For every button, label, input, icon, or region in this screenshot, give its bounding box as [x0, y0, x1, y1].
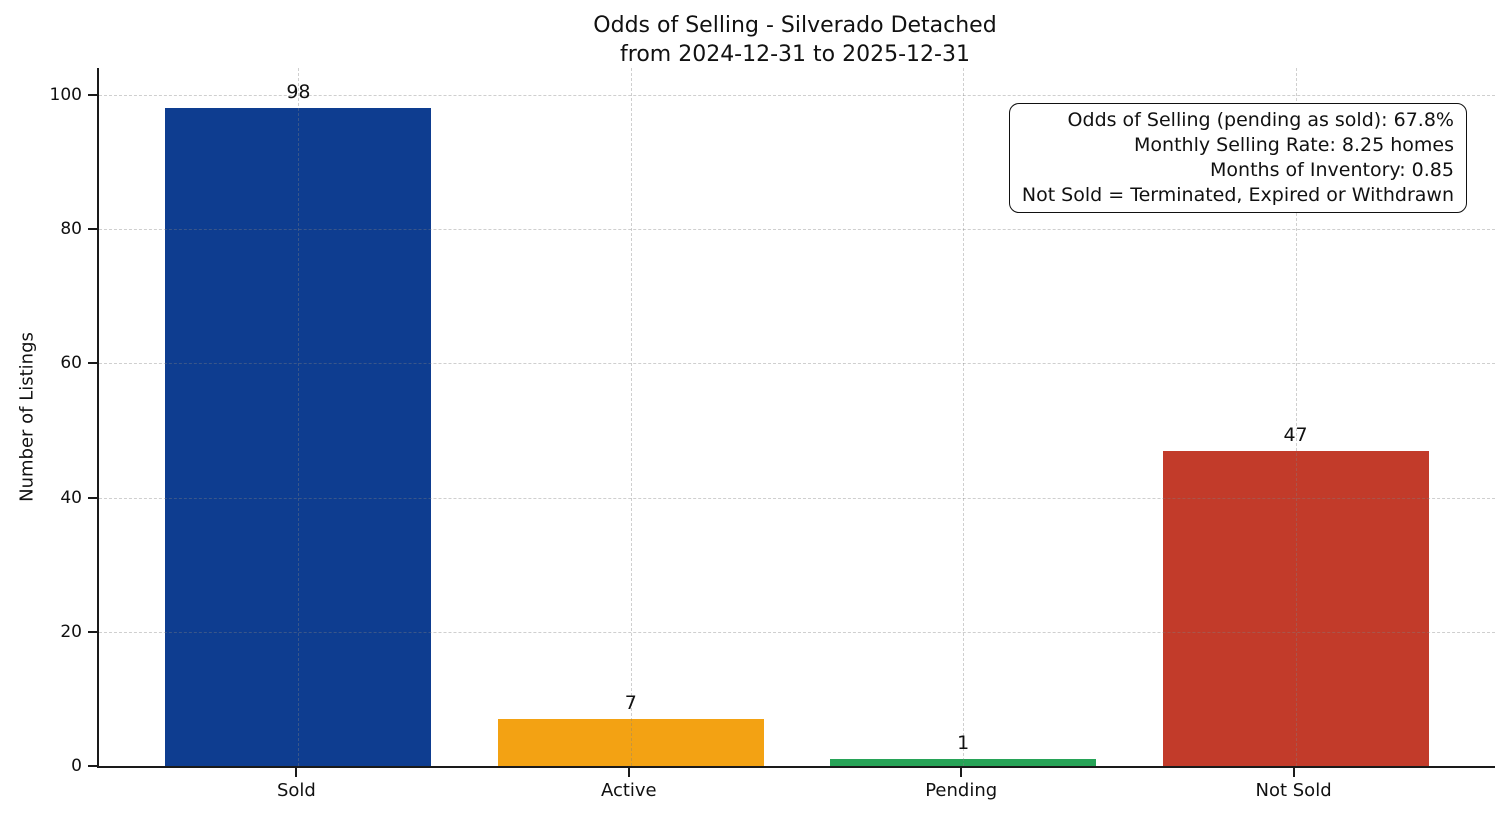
gridline-horizontal-20	[99, 631, 1495, 633]
y-tick-mark-20	[88, 630, 97, 633]
y-tick-label-40: 40	[60, 487, 82, 508]
gridline-horizontal-80	[99, 229, 1495, 231]
annotation-line-4: Not Sold = Terminated, Expired or Withdr…	[1021, 184, 1454, 206]
gridline-vertical-pending	[963, 68, 965, 766]
gridline-vertical-sold	[298, 68, 300, 766]
y-tick-label-20: 20	[60, 621, 82, 642]
x-tick-label-not-sold: Not Sold	[1255, 780, 1332, 801]
annotation-line-1: Odds of Selling (pending as sold): 67.8%	[1067, 109, 1454, 131]
y-tick-mark-60	[88, 362, 97, 365]
bar-value-active: 7	[624, 692, 637, 715]
bar-sold	[165, 108, 432, 766]
stats-annotation-box: Odds of Selling (pending as sold): 67.8%…	[1008, 103, 1467, 213]
y-tick-label-80: 80	[60, 219, 82, 240]
x-tick-mark-active	[627, 768, 630, 777]
bar-not-sold	[1162, 450, 1429, 766]
annotation-line-2: Monthly Selling Rate: 8.25 homes	[1134, 134, 1454, 156]
x-tick-mark-sold	[295, 768, 298, 777]
gridline-horizontal-40	[99, 497, 1495, 499]
plot-area: 98 7 1 47	[97, 68, 1495, 768]
bar-pending	[830, 759, 1097, 766]
annotation-line-3: Months of Inventory: 0.85	[1210, 159, 1454, 181]
y-tick-label-60: 60	[60, 353, 82, 374]
bar-value-sold: 98	[286, 81, 311, 104]
chart-title-line2: from 2024-12-31 to 2025-12-31	[620, 42, 970, 67]
bar-active	[497, 719, 764, 766]
x-tick-label-active: Active	[600, 780, 657, 801]
y-tick-mark-80	[88, 228, 97, 231]
y-tick-label-100: 100	[49, 85, 82, 105]
gridline-vertical-not-sold	[1295, 68, 1297, 766]
bar-value-pending: 1	[957, 732, 970, 755]
x-tick-label-pending: Pending	[925, 780, 998, 801]
chart-title-line1: Odds of Selling - Silverado Detached	[593, 13, 997, 38]
gridline-horizontal-100	[99, 95, 1495, 96]
chart-title: Odds of Selling - Silverado Detached fro…	[593, 11, 996, 69]
x-tick-label-sold: Sold	[276, 780, 316, 801]
y-tick-mark-40	[88, 496, 97, 499]
y-tick-mark-0	[88, 765, 97, 767]
gridline-horizontal-60	[99, 363, 1495, 365]
y-tick-label-0: 0	[71, 756, 82, 776]
x-tick-mark-pending	[960, 768, 963, 777]
x-tick-mark-not-sold	[1292, 768, 1295, 777]
bar-value-not-sold: 47	[1283, 423, 1308, 446]
y-tick-mark-100	[88, 94, 97, 96]
gridline-vertical-active	[630, 68, 632, 766]
